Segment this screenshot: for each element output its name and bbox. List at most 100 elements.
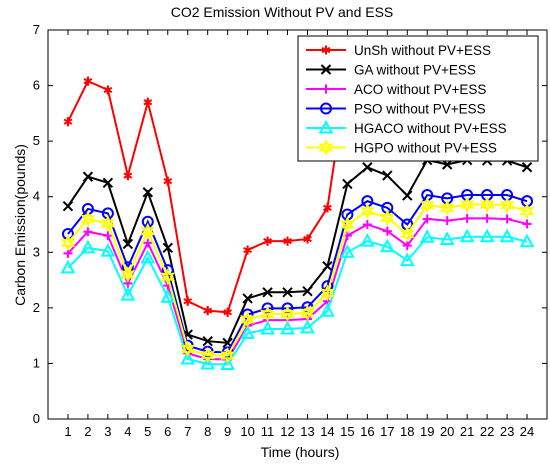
data-point xyxy=(419,229,435,243)
data-point xyxy=(359,233,375,247)
data-point xyxy=(103,85,113,95)
data-point xyxy=(462,213,472,223)
y-tick-label: 3 xyxy=(33,244,40,259)
x-tick-label: 2 xyxy=(84,424,91,439)
x-tick-label: 5 xyxy=(144,424,151,439)
x-tick-label: 24 xyxy=(520,424,534,439)
data-point xyxy=(80,210,96,228)
data-point xyxy=(143,238,153,248)
y-tick-label: 6 xyxy=(33,78,40,93)
data-point xyxy=(203,306,213,316)
data-point xyxy=(260,320,275,335)
data-point xyxy=(519,233,535,248)
legend-marker xyxy=(320,64,332,75)
data-point xyxy=(482,213,492,223)
data-point xyxy=(100,243,116,257)
x-tick-label: 18 xyxy=(400,424,414,439)
x-tick-label: 4 xyxy=(124,424,131,439)
legend-entry: HGACO without PV+ESS xyxy=(306,119,507,136)
data-point xyxy=(402,241,412,251)
legend-marker xyxy=(318,119,334,134)
data-point xyxy=(240,325,255,339)
data-point xyxy=(60,259,76,274)
data-point xyxy=(122,238,134,250)
data-point xyxy=(340,244,355,258)
x-tick-label: 9 xyxy=(224,424,231,439)
data-point xyxy=(300,304,315,322)
y-tick-label: 5 xyxy=(33,133,40,148)
data-point xyxy=(499,196,515,214)
data-point xyxy=(140,222,156,240)
data-point xyxy=(142,187,154,198)
x-tick-label: 3 xyxy=(104,424,111,439)
legend-marker xyxy=(320,102,332,115)
data-point xyxy=(162,242,173,254)
data-point xyxy=(123,171,133,181)
data-point xyxy=(260,305,275,323)
data-point xyxy=(422,214,432,224)
y-tick-label: 0 xyxy=(33,411,40,426)
data-point xyxy=(263,236,272,246)
data-point xyxy=(302,285,313,297)
x-tick-label: 23 xyxy=(500,424,514,439)
legend-entry: PSO without PV+ESS xyxy=(306,102,486,117)
data-point xyxy=(320,284,335,302)
x-tick-label: 14 xyxy=(320,424,334,439)
data-point xyxy=(220,347,235,365)
data-point xyxy=(120,286,136,301)
data-point xyxy=(342,178,353,190)
data-point xyxy=(322,260,333,272)
data-point xyxy=(242,293,253,304)
data-point xyxy=(379,238,395,253)
data-point xyxy=(521,162,533,173)
data-point xyxy=(243,245,252,255)
series-4 xyxy=(60,228,535,371)
legend-entry: ACO without PV+ESS xyxy=(306,82,486,97)
data-point xyxy=(340,216,355,233)
legend-label: PSO without PV+ESS xyxy=(354,102,486,117)
data-point xyxy=(522,219,532,229)
y-tick-label: 4 xyxy=(33,189,40,204)
legend-label: HGACO without PV+ESS xyxy=(354,121,507,136)
series-line xyxy=(67,158,528,344)
legend-label: GA without PV+ESS xyxy=(354,63,476,78)
data-point xyxy=(220,356,236,371)
legend-marker xyxy=(318,139,334,156)
data-point xyxy=(362,162,373,173)
data-point xyxy=(419,196,435,214)
legend-label: UnSh without PV+ESS xyxy=(354,43,491,58)
legend-marker xyxy=(321,84,331,94)
data-point xyxy=(140,249,156,264)
data-point xyxy=(459,228,475,243)
data-point xyxy=(160,289,176,303)
data-point xyxy=(459,196,475,213)
data-point xyxy=(442,216,452,226)
data-point xyxy=(280,305,295,323)
data-point xyxy=(120,266,136,283)
data-point xyxy=(163,176,173,186)
data-point xyxy=(479,196,495,213)
legend-label: ACO without PV+ESS xyxy=(354,82,486,97)
legend-entry: HGPO without PV+ESS xyxy=(306,139,497,156)
y-tick-label: 2 xyxy=(33,300,40,315)
data-point xyxy=(283,236,292,246)
data-point xyxy=(202,335,213,347)
x-tick-label: 10 xyxy=(240,424,254,439)
data-point xyxy=(479,228,495,243)
data-point xyxy=(180,350,196,365)
data-point xyxy=(240,311,255,329)
data-point xyxy=(83,76,93,86)
x-tick-label: 16 xyxy=(360,424,374,439)
data-point xyxy=(103,231,113,241)
legend-entry: UnSh without PV+ESS xyxy=(306,43,491,58)
legend-label: HGPO without PV+ESS xyxy=(354,141,497,156)
y-tick-label: 1 xyxy=(33,355,40,370)
data-point xyxy=(83,227,93,237)
x-tick-label: 13 xyxy=(300,424,314,439)
data-point xyxy=(180,340,196,358)
data-point xyxy=(402,190,413,201)
legend-entry: GA without PV+ESS xyxy=(306,63,476,78)
x-axis-label: Time (hours) xyxy=(261,444,340,460)
x-tick-label: 20 xyxy=(440,424,454,439)
legend-box xyxy=(297,35,539,162)
